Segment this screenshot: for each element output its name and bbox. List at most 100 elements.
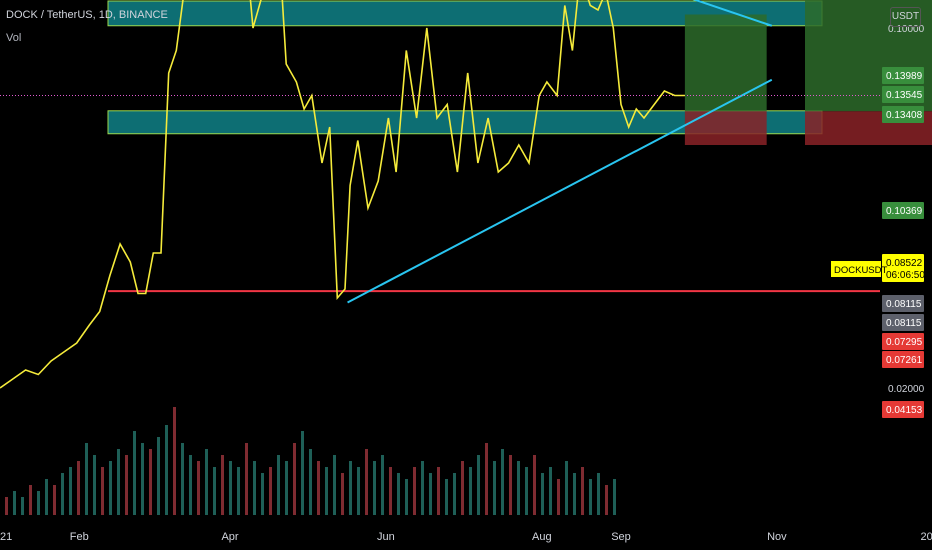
- volume-bar: [581, 467, 584, 515]
- volume-bar: [413, 467, 416, 515]
- volume-bar: [501, 449, 504, 515]
- volume-bar: [21, 497, 24, 515]
- price-label: 0.08522: [886, 258, 923, 269]
- volume-bar: [157, 437, 160, 515]
- price-label: 0.08115: [886, 299, 922, 310]
- volume-bar: [325, 467, 328, 515]
- price-label-box: [882, 67, 924, 84]
- volume-bar: [29, 485, 32, 515]
- volume-bar: [245, 443, 248, 515]
- price-label-box: [882, 314, 924, 331]
- volume-bar: [533, 455, 536, 515]
- volume-bar: [141, 443, 144, 515]
- volume-bar: [13, 491, 16, 515]
- volume-bar: [589, 479, 592, 515]
- volume-bar: [93, 455, 96, 515]
- x-tick-label: Feb: [70, 531, 89, 543]
- volume-bar: [285, 461, 288, 515]
- volume-bar: [181, 443, 184, 515]
- trendline: [347, 78, 773, 304]
- volume-bar: [213, 467, 216, 515]
- price-label-box: [882, 254, 924, 282]
- position-stop-area: [684, 111, 767, 145]
- x-tick-label: Apr: [221, 531, 238, 543]
- volume-bar: [389, 467, 392, 515]
- volume-bar: [309, 449, 312, 515]
- volume-bar: [349, 461, 352, 515]
- volume-bar: [565, 461, 568, 515]
- volume-bar: [605, 485, 608, 515]
- x-tick-label: 2021: [0, 531, 12, 543]
- price-label: 0.07261: [886, 355, 923, 366]
- volume-bar: [293, 443, 296, 515]
- volume-bar: [541, 473, 544, 515]
- volume-bar: [405, 479, 408, 515]
- y-tick-label: 0.02000: [888, 384, 925, 395]
- volume-label: Vol: [6, 32, 22, 44]
- volume-bar: [269, 467, 272, 515]
- symbol-tag: DOCKUSDT: [834, 265, 888, 276]
- volume-bar: [333, 455, 336, 515]
- volume-bar: [301, 431, 304, 515]
- volume-bar: [133, 431, 136, 515]
- volume-bar: [221, 455, 224, 515]
- y-tick-label: 0.10000: [888, 24, 925, 35]
- volume-bar: [557, 479, 560, 515]
- volume-bar: [549, 467, 552, 515]
- volume-bar: [477, 455, 480, 515]
- volume-bar: [205, 449, 208, 515]
- volume-bar: [381, 455, 384, 515]
- volume-bar: [341, 473, 344, 515]
- volume-bar: [277, 455, 280, 515]
- price-label-box: [882, 401, 924, 418]
- symbol-header: DOCK / TetherUS, 1D, BINANCE: [6, 9, 168, 21]
- volume-bar: [437, 467, 440, 515]
- position-target-area: [684, 14, 767, 112]
- volume-bar: [469, 467, 472, 515]
- volume-bar: [61, 473, 64, 515]
- volume-bar: [165, 425, 168, 515]
- x-tick-label: Aug: [532, 531, 552, 543]
- volume-bar: [597, 473, 600, 515]
- price-label: 0.13989: [886, 71, 923, 82]
- price-label: 0.07295: [886, 337, 923, 348]
- volume-bar: [5, 497, 8, 515]
- volume-bar: [517, 461, 520, 515]
- volume-bar: [149, 449, 152, 515]
- x-tick-label: Sep: [611, 531, 631, 543]
- volume-bar: [109, 461, 112, 515]
- price-label-box: [882, 351, 924, 368]
- volume-bar: [53, 485, 56, 515]
- price-label: 0.13408: [886, 110, 923, 121]
- price-label-box: [882, 106, 924, 123]
- price-label: 0.10369: [886, 206, 923, 217]
- x-tick-label: Nov: [767, 531, 787, 543]
- volume-bar: [613, 479, 616, 515]
- volume-bar: [421, 461, 424, 515]
- price-label-box: [882, 295, 924, 312]
- price-label-box: [882, 86, 924, 103]
- x-tick-label: 2022: [921, 531, 932, 543]
- volume-bar: [189, 455, 192, 515]
- volume-bar: [365, 449, 368, 515]
- volume-bar: [453, 473, 456, 515]
- volume-bar: [197, 461, 200, 515]
- volume-bar: [317, 461, 320, 515]
- volume-bar: [117, 449, 120, 515]
- price-label: 0.13545: [886, 90, 923, 101]
- volume-bar: [429, 473, 432, 515]
- volume-bar: [461, 461, 464, 515]
- price-label-box: [882, 202, 924, 219]
- x-tick-label: Jun: [377, 531, 395, 543]
- volume-bar: [37, 491, 40, 515]
- volume-bar: [509, 455, 512, 515]
- volume-bar: [237, 467, 240, 515]
- price-series-line: [0, 0, 685, 389]
- volume-bar: [357, 467, 360, 515]
- volume-bar: [261, 473, 264, 515]
- countdown-label: 06:06:50: [886, 270, 925, 281]
- price-label: 0.08115: [886, 318, 922, 329]
- volume-bar: [253, 461, 256, 515]
- currency-button[interactable]: USDT: [890, 7, 921, 27]
